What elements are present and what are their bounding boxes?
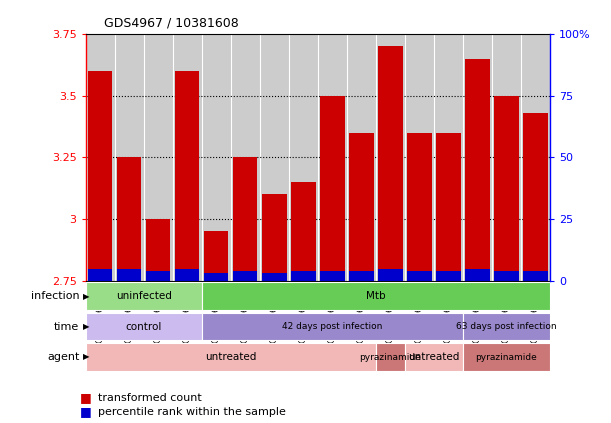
Text: ▶: ▶ [82, 352, 89, 362]
Bar [349, 133, 373, 281]
Bar [202, 283, 550, 310]
Bar [320, 96, 345, 281]
Bar [175, 71, 199, 281]
Text: uninfected: uninfected [115, 291, 172, 301]
Text: transformed count: transformed count [98, 393, 202, 403]
Bar [175, 269, 199, 281]
Text: time: time [54, 321, 79, 332]
Bar [86, 343, 376, 371]
Text: pyrazinamide: pyrazinamide [475, 352, 537, 362]
Text: untreated: untreated [205, 352, 257, 362]
Bar [204, 231, 229, 281]
Bar [465, 58, 489, 281]
Bar [146, 271, 170, 281]
Bar [523, 113, 547, 281]
Bar [88, 269, 112, 281]
Text: agent: agent [47, 352, 79, 362]
Bar [436, 271, 461, 281]
Text: percentile rank within the sample: percentile rank within the sample [98, 407, 285, 417]
Bar [320, 271, 345, 281]
Bar [88, 71, 112, 281]
Bar [494, 96, 519, 281]
Text: 63 days post infection: 63 days post infection [456, 322, 557, 331]
Bar [378, 269, 403, 281]
Text: pyrazinamide: pyrazinamide [359, 352, 421, 362]
Text: GDS4967 / 10381608: GDS4967 / 10381608 [104, 16, 239, 30]
Text: control: control [125, 321, 162, 332]
Text: ▶: ▶ [82, 322, 89, 331]
Bar [204, 273, 229, 281]
Bar [378, 46, 403, 281]
Bar [291, 271, 315, 281]
Bar [407, 133, 431, 281]
Text: Mtb: Mtb [366, 291, 386, 301]
Text: ■: ■ [79, 405, 91, 418]
Text: ■: ■ [79, 391, 91, 404]
Bar [117, 157, 141, 281]
Bar [405, 343, 463, 371]
Bar [463, 313, 550, 340]
Bar [262, 273, 287, 281]
Bar [291, 182, 315, 281]
Bar [494, 271, 519, 281]
Bar [117, 269, 141, 281]
Bar [202, 313, 463, 340]
Bar [376, 343, 404, 371]
Bar [86, 313, 202, 340]
Bar [463, 343, 550, 371]
Text: infection: infection [31, 291, 79, 301]
Bar [436, 133, 461, 281]
Text: 42 days post infection: 42 days post infection [282, 322, 382, 331]
Bar [86, 283, 202, 310]
Bar [233, 271, 257, 281]
Text: untreated: untreated [408, 352, 459, 362]
Bar [465, 269, 489, 281]
Bar [146, 219, 170, 281]
Bar [349, 271, 373, 281]
Bar [523, 271, 547, 281]
Bar [262, 195, 287, 281]
Bar [407, 271, 431, 281]
Text: ▶: ▶ [82, 291, 89, 301]
Bar [233, 157, 257, 281]
